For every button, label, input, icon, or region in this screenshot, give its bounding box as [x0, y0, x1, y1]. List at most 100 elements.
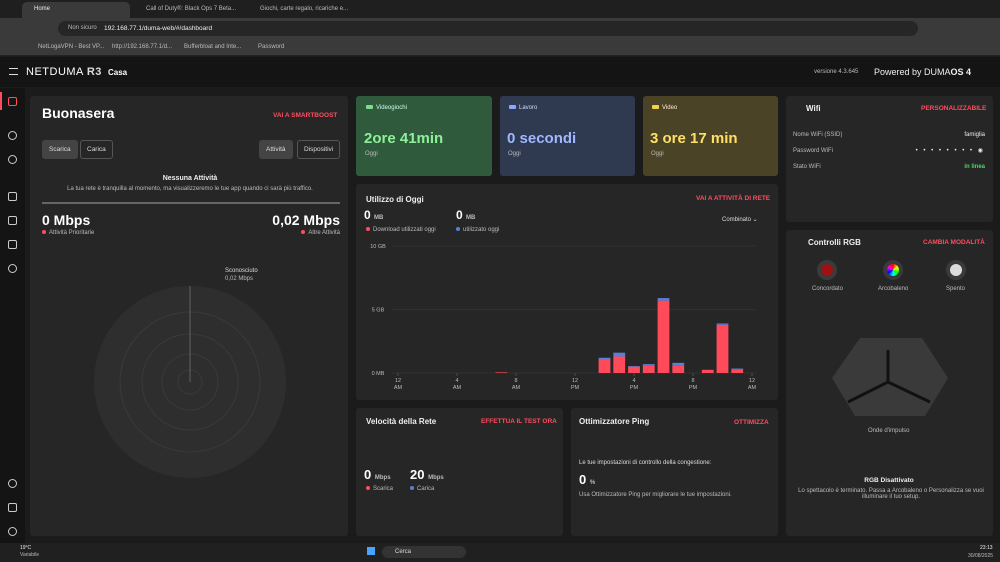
speed-card: [356, 408, 563, 536]
brand: NETDUMA R3: [26, 66, 102, 78]
greeting: Buonasera: [42, 105, 115, 121]
tile-period: Oggi: [651, 151, 664, 157]
tab-title[interactable]: Call of Duty®: Black Ops 7 Beta...: [146, 6, 237, 12]
wifi-link[interactable]: PERSONALIZZABILE: [921, 105, 987, 112]
bar-segment: [613, 356, 626, 373]
brand-name: NETDUMA: [26, 66, 84, 78]
tab[interactable]: [22, 2, 130, 18]
legend-dot: [301, 230, 306, 235]
speed-down: 0 Mbps: [364, 467, 391, 482]
tab-upload[interactable]: Carica: [80, 140, 113, 159]
nav-block[interactable]: [8, 264, 17, 273]
bar-segment: [495, 372, 508, 373]
nav-geo[interactable]: [8, 131, 17, 140]
router-lines: [847, 350, 931, 404]
bookmark[interactable]: NetLogaVPN - Best VP...: [38, 44, 105, 50]
tab-devices[interactable]: Dispositivi: [297, 140, 341, 159]
tile-text: Video: [662, 105, 678, 111]
security-chip[interactable]: Non sicuro: [68, 25, 97, 31]
radar-label: Sconosciuto: [225, 268, 258, 274]
legend-dot: [366, 227, 370, 232]
mode-label: Concordato: [812, 286, 844, 292]
download-label: Download utilizzati oggi: [366, 227, 436, 233]
tile-period: Oggi: [365, 151, 378, 157]
tab-activity[interactable]: Attività: [259, 140, 293, 159]
tile-icon: [652, 105, 659, 110]
x-tick-period: PM: [571, 385, 580, 391]
download-text: Download utilizzati oggi: [373, 227, 436, 233]
x-tick-period: AM: [748, 385, 757, 391]
x-tick-period: PM: [689, 385, 698, 391]
tile-work: [500, 96, 635, 176]
tile-icon: [366, 105, 373, 110]
weather-temp[interactable]: 19°C: [20, 545, 32, 551]
usage-card: [356, 184, 778, 400]
tile-games: [356, 96, 492, 176]
wifi-key: Stato WiFi: [793, 164, 821, 170]
radar-value: 0,02 Mbps: [225, 276, 254, 282]
bar-segment: [628, 366, 640, 373]
nav-devices[interactable]: [8, 240, 17, 249]
app-header: [0, 57, 1000, 87]
y-tick-label: 10 GB: [370, 244, 386, 250]
tile-label: Videogiochi: [366, 105, 407, 111]
bookmark[interactable]: Password: [258, 44, 285, 50]
bar-segment: [657, 300, 670, 373]
activity-link[interactable]: VAI A ATTIVITÀ DI RETE: [696, 195, 771, 202]
nav-home[interactable]: [8, 97, 17, 106]
tab-download[interactable]: Scarica: [42, 140, 78, 159]
download-unit: MB: [374, 215, 384, 221]
speed-down-label: Scarica: [366, 486, 393, 492]
mode-rainbow[interactable]: [883, 260, 903, 280]
bookmarks-bar: [0, 38, 1000, 56]
search-box[interactable]: [382, 546, 466, 558]
bar-segment: [672, 365, 685, 373]
x-tick-period: AM: [394, 385, 403, 391]
bookmark[interactable]: http://192.168.77.1/d...: [112, 44, 173, 50]
tile-period: Oggi: [508, 151, 521, 157]
ping-unit: %: [589, 480, 596, 486]
nav-stats[interactable]: [8, 216, 17, 225]
nav-qos[interactable]: [8, 192, 17, 201]
rgb-link[interactable]: CAMBIA MODALITÀ: [923, 239, 985, 246]
menu-icon[interactable]: [9, 68, 18, 75]
mode-off[interactable]: [946, 260, 966, 280]
y-tick-label: 5 GB: [372, 308, 385, 314]
other-text: Altre Attività: [308, 230, 340, 236]
bar-segment: [598, 357, 611, 360]
download-number: 0: [364, 208, 371, 222]
mode-select[interactable]: Combinato ⌄: [722, 217, 758, 223]
address-bar[interactable]: [58, 21, 918, 36]
bar-segment: [598, 359, 611, 373]
tab-title[interactable]: Giochi, carte regalo, ricariche e...: [260, 6, 349, 12]
taskbar: [0, 543, 1000, 562]
mode-text[interactable]: Combinato: [722, 217, 752, 223]
bookmark[interactable]: Bufferbloat and Inte...: [184, 44, 242, 50]
search-text[interactable]: Cerca: [395, 549, 412, 555]
weather-text[interactable]: Variabile: [20, 552, 40, 558]
effect-label: Onde d'impulso: [868, 428, 910, 434]
start-button[interactable]: [367, 547, 375, 555]
speed-text: Carica: [417, 486, 435, 492]
url[interactable]: 192.168.77.1/duma-web/#/dashboard: [104, 25, 213, 32]
version: versione 4.3.645: [814, 69, 859, 75]
tile-label: Lavoro: [509, 105, 537, 111]
speed-link[interactable]: EFFETTUA IL TEST ORA: [481, 418, 557, 425]
wifi-value: famiglia: [964, 132, 985, 138]
mode-solid[interactable]: [817, 260, 837, 280]
nav-boost[interactable]: [8, 503, 17, 512]
speed-up: 20 Mbps: [410, 467, 444, 482]
tab-title[interactable]: Home: [34, 6, 51, 12]
nav-speed[interactable]: [8, 479, 17, 488]
rgb-status: RGB Disattivato: [864, 477, 914, 484]
smartboost-link[interactable]: VAI A SMARTBOOST: [273, 112, 338, 119]
nav-settings[interactable]: [8, 527, 17, 536]
ping-link[interactable]: OTTIMIZZA: [734, 419, 769, 426]
nav-ping[interactable]: [8, 155, 17, 164]
tab-bar: [0, 0, 1000, 18]
speed-up-label: Carica: [410, 486, 434, 492]
mode-label: Arcobaleno: [878, 286, 909, 292]
tile-text: Videogiochi: [376, 105, 407, 111]
